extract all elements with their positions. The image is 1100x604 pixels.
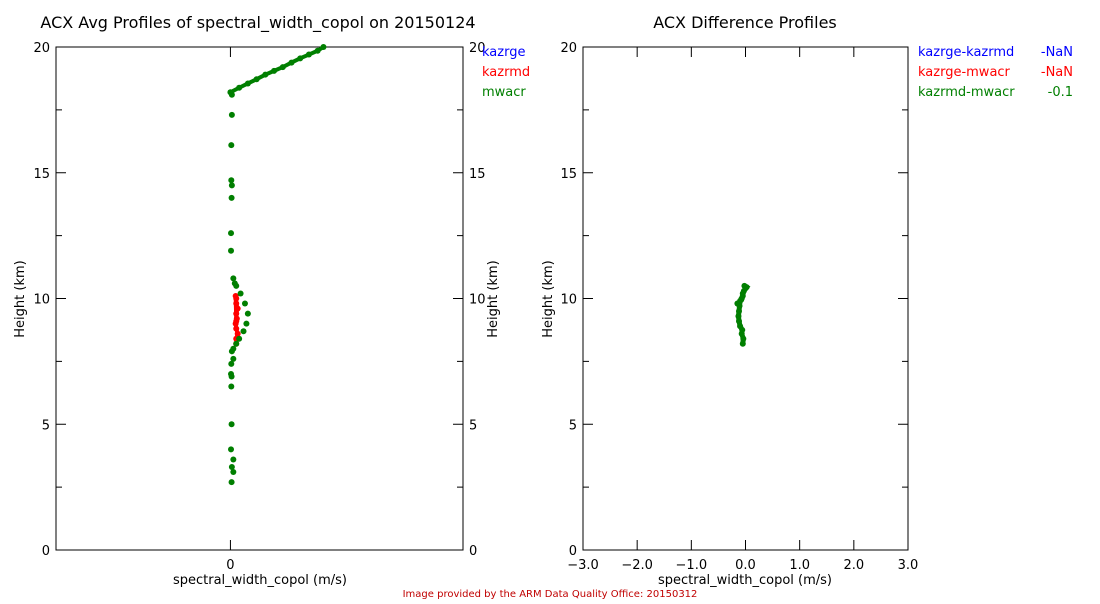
right-y-label: Height (km) xyxy=(541,260,556,337)
plot-frame-1 xyxy=(582,46,909,551)
y-tick-label: 15 xyxy=(33,167,50,182)
y-tick-label-right: 15 xyxy=(469,167,486,182)
data-point-mwacr xyxy=(228,373,235,380)
series-line-kazrmd-mwacr xyxy=(735,283,751,345)
data-point-mwacr xyxy=(236,335,243,342)
x-tick-label: −1.0 xyxy=(676,558,708,573)
data-point-mwacr xyxy=(230,275,237,282)
legend-entry-kazrge: kazrge xyxy=(482,45,525,60)
y-tick-label: 10 xyxy=(560,293,577,308)
x-tick-label: 3.0 xyxy=(898,558,919,573)
plot-frame-0 xyxy=(55,46,464,551)
x-tick-label: 2.0 xyxy=(843,558,864,573)
series-line-mwacr xyxy=(229,45,325,95)
data-point-mwacr xyxy=(228,142,235,149)
data-point-mwacr xyxy=(228,194,235,201)
y-tick-label-right: 0 xyxy=(469,544,477,559)
data-point-mwacr xyxy=(228,446,235,453)
y-tick-label: 20 xyxy=(33,41,50,56)
y-tick-label: 20 xyxy=(560,41,577,56)
y-tick-label: 5 xyxy=(569,418,577,433)
left-y-label: Height (km) xyxy=(13,260,28,337)
y-tick-label-right: 5 xyxy=(469,418,477,433)
data-point-mwacr xyxy=(240,328,247,335)
data-point-mwacr xyxy=(228,111,235,118)
data-point-mwacr xyxy=(230,469,237,476)
data-point-mwacr xyxy=(244,310,251,317)
data-point-mwacr xyxy=(228,247,235,254)
legend-value-kazrge-mwacr: -NaN xyxy=(1041,65,1073,80)
x-tick-label: −2.0 xyxy=(621,558,653,573)
legend-entry-mwacr: mwacr xyxy=(482,85,526,100)
x-tick-label: −3.0 xyxy=(567,558,599,573)
data-point-mwacr xyxy=(233,340,240,347)
footer-credit: Image provided by the ARM Data Quality O… xyxy=(403,589,698,600)
data-point-mwacr xyxy=(228,360,235,367)
legend-value-kazrge-kazrmd: -NaN xyxy=(1041,45,1073,60)
left-x-label: spectral_width_copol (m/s) xyxy=(173,573,347,588)
series-line-kazrmd xyxy=(233,295,240,344)
data-point-mwacr xyxy=(243,320,250,327)
data-point-mwacr xyxy=(228,464,235,471)
x-tick-label: 0.0 xyxy=(735,558,756,573)
data-point-mwacr xyxy=(228,91,235,98)
right-chart-title: ACX Difference Profiles xyxy=(653,13,837,32)
legend-entry-kazrge-kazrmd: kazrge-kazrmd xyxy=(918,45,1014,60)
data-point-mwacr xyxy=(230,456,237,463)
y-tick-label: 5 xyxy=(42,418,50,433)
data-point-mwacr xyxy=(241,300,248,307)
left-y-label-right: Height (km) xyxy=(486,260,501,337)
data-point-mwacr xyxy=(228,230,235,237)
y-tick-label: 0 xyxy=(42,544,50,559)
data-point-mwacr xyxy=(228,421,235,428)
legend-entry-kazrge-mwacr: kazrge-mwacr xyxy=(918,65,1011,80)
x-tick-label: 0 xyxy=(226,558,234,573)
data-point-mwacr xyxy=(228,383,235,390)
legend-value-kazrmd-mwacr: -0.1 xyxy=(1048,85,1073,100)
data-point-mwacr xyxy=(228,182,235,189)
y-tick-label-right: 10 xyxy=(469,293,486,308)
legend-entry-kazrmd-mwacr: kazrmd-mwacr xyxy=(918,85,1015,100)
y-tick-label: 15 xyxy=(560,167,577,182)
data-point-mwacr xyxy=(231,280,238,287)
y-tick-label-right: 20 xyxy=(469,41,486,56)
x-tick-label: 1.0 xyxy=(789,558,810,573)
right-x-label: spectral_width_copol (m/s) xyxy=(658,573,832,588)
data-point-mwacr xyxy=(228,479,235,486)
left-chart-title: ACX Avg Profiles of spectral_width_copol… xyxy=(40,13,475,33)
legend-entry-kazrmd: kazrmd xyxy=(482,65,530,80)
y-tick-label: 0 xyxy=(569,544,577,559)
data-point-mwacr xyxy=(228,177,235,184)
data-point-mwacr xyxy=(228,348,235,355)
data-point-mwacr xyxy=(230,355,237,362)
y-tick-label: 10 xyxy=(33,293,50,308)
data-point-mwacr xyxy=(237,290,244,297)
